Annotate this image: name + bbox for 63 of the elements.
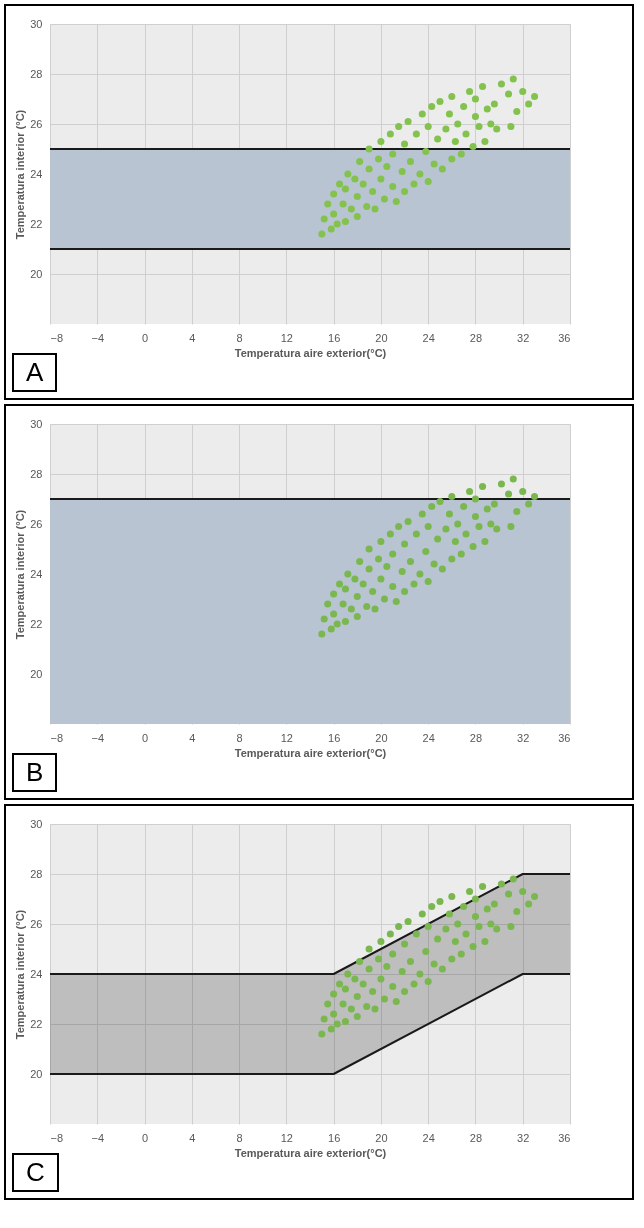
x-axis-title: Temperatura aire exterior(°C)	[234, 1146, 387, 1159]
x-tick-label: −4	[91, 331, 105, 344]
x-tick-label: 12	[280, 731, 293, 744]
x-tick-label: 0	[141, 731, 149, 744]
x-tick-label: 16	[328, 731, 341, 744]
x-tick-label: 36	[558, 331, 571, 344]
y-tick-label: 24	[30, 967, 43, 980]
y-tick-label: 30	[30, 817, 43, 830]
x-tick-label: 24	[422, 1131, 435, 1144]
y-tick-label: 28	[30, 467, 43, 480]
x-tick-label: 16	[328, 331, 341, 344]
x-tick-label: 32	[517, 731, 530, 744]
x-tick-label: 28	[469, 331, 483, 344]
x-axis-title: Temperatura aire exterior(°C)	[234, 746, 387, 759]
x-tick-label: 12	[280, 1131, 293, 1144]
x-tick-label: 4	[189, 731, 196, 744]
x-tick-label: −8	[50, 1131, 64, 1144]
x-tick-label: 28	[469, 1131, 483, 1144]
y-axis-title: Temperatura interior (°C)	[14, 909, 27, 1040]
x-tick-label: 4	[189, 331, 196, 344]
text: B	[12, 753, 58, 792]
x-tick-label: 32	[517, 1131, 530, 1144]
y-tick-label: 24	[30, 167, 43, 180]
x-tick-label: 36	[558, 731, 571, 744]
y-tick-label: 28	[30, 67, 43, 80]
x-tick-label: 20	[375, 1131, 388, 1144]
x-tick-label: 32	[517, 331, 530, 344]
x-tick-label: 8	[236, 731, 243, 744]
x-tick-label: 8	[236, 1131, 243, 1144]
x-tick-label: 20	[375, 331, 388, 344]
x-tick-label: −8	[50, 731, 64, 744]
text: A	[12, 353, 58, 392]
x-tick-label: 28	[469, 731, 483, 744]
y-tick-label: 22	[30, 217, 43, 230]
y-tick-label: 26	[30, 517, 43, 530]
y-tick-label: 24	[30, 567, 43, 580]
y-tick-label: 30	[30, 17, 43, 30]
x-tick-label: 36	[558, 1131, 571, 1144]
y-tick-label: 22	[30, 1017, 43, 1030]
y-tick-label: 26	[30, 117, 43, 130]
x-tick-label: −4	[91, 731, 105, 744]
y-tick-label: 28	[30, 867, 43, 880]
x-tick-label: −8	[50, 331, 64, 344]
x-tick-label: 20	[375, 731, 388, 744]
x-tick-label: 8	[236, 331, 243, 344]
y-axis-title: Temperatura interior (°C)	[14, 509, 27, 640]
x-axis-title: Temperatura aire exterior(°C)	[234, 346, 387, 359]
x-tick-label: 0	[141, 1131, 149, 1144]
y-axis-title: Temperatura interior (°C)	[14, 109, 27, 240]
x-tick-label: 24	[422, 331, 435, 344]
y-tick-label: 22	[30, 617, 43, 630]
y-tick-label: 20	[30, 1067, 43, 1080]
x-tick-label: 24	[422, 731, 435, 744]
x-tick-label: −4	[91, 1131, 105, 1144]
x-tick-label: 4	[189, 1131, 196, 1144]
x-tick-label: 16	[328, 1131, 341, 1144]
y-tick-label: 30	[30, 417, 43, 430]
x-tick-label: 0	[141, 331, 149, 344]
y-tick-label: 20	[30, 667, 43, 680]
y-tick-label: 26	[30, 917, 43, 930]
text: C	[12, 1153, 59, 1192]
x-tick-label: 12	[280, 331, 293, 344]
y-tick-label: 20	[30, 267, 43, 280]
